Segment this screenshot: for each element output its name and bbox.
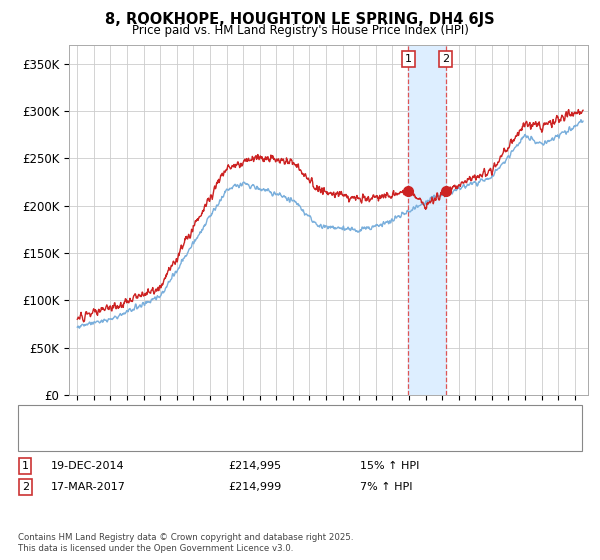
Text: 8, ROOKHOPE, HOUGHTON LE SPRING, DH4 6JS (detached house): 8, ROOKHOPE, HOUGHTON LE SPRING, DH4 6JS… [69,414,410,424]
Text: £214,995: £214,995 [228,461,281,471]
Text: 1: 1 [22,461,29,471]
Text: 2: 2 [22,482,29,492]
Text: Contains HM Land Registry data © Crown copyright and database right 2025.
This d: Contains HM Land Registry data © Crown c… [18,533,353,553]
Text: HPI: Average price, detached house, Sunderland: HPI: Average price, detached house, Sund… [69,433,322,444]
Text: Price paid vs. HM Land Registry's House Price Index (HPI): Price paid vs. HM Land Registry's House … [131,24,469,36]
Text: 1: 1 [405,54,412,64]
Text: 7% ↑ HPI: 7% ↑ HPI [360,482,413,492]
Text: £214,999: £214,999 [228,482,281,492]
Text: 17-MAR-2017: 17-MAR-2017 [51,482,126,492]
Bar [408,45,446,395]
Text: 19-DEC-2014: 19-DEC-2014 [51,461,125,471]
Text: 2: 2 [442,54,449,64]
Text: 8, ROOKHOPE, HOUGHTON LE SPRING, DH4 6JS: 8, ROOKHOPE, HOUGHTON LE SPRING, DH4 6JS [105,12,495,27]
Text: 15% ↑ HPI: 15% ↑ HPI [360,461,419,471]
